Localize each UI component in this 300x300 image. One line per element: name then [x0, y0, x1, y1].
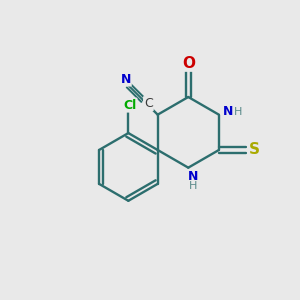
Text: H: H [234, 107, 242, 117]
Text: C: C [144, 97, 153, 110]
Text: H: H [188, 181, 197, 191]
Text: N: N [223, 105, 233, 118]
Text: Cl: Cl [123, 99, 136, 112]
Text: N: N [188, 170, 198, 183]
Text: N: N [120, 73, 131, 85]
Text: O: O [182, 56, 195, 70]
Text: S: S [248, 142, 260, 158]
